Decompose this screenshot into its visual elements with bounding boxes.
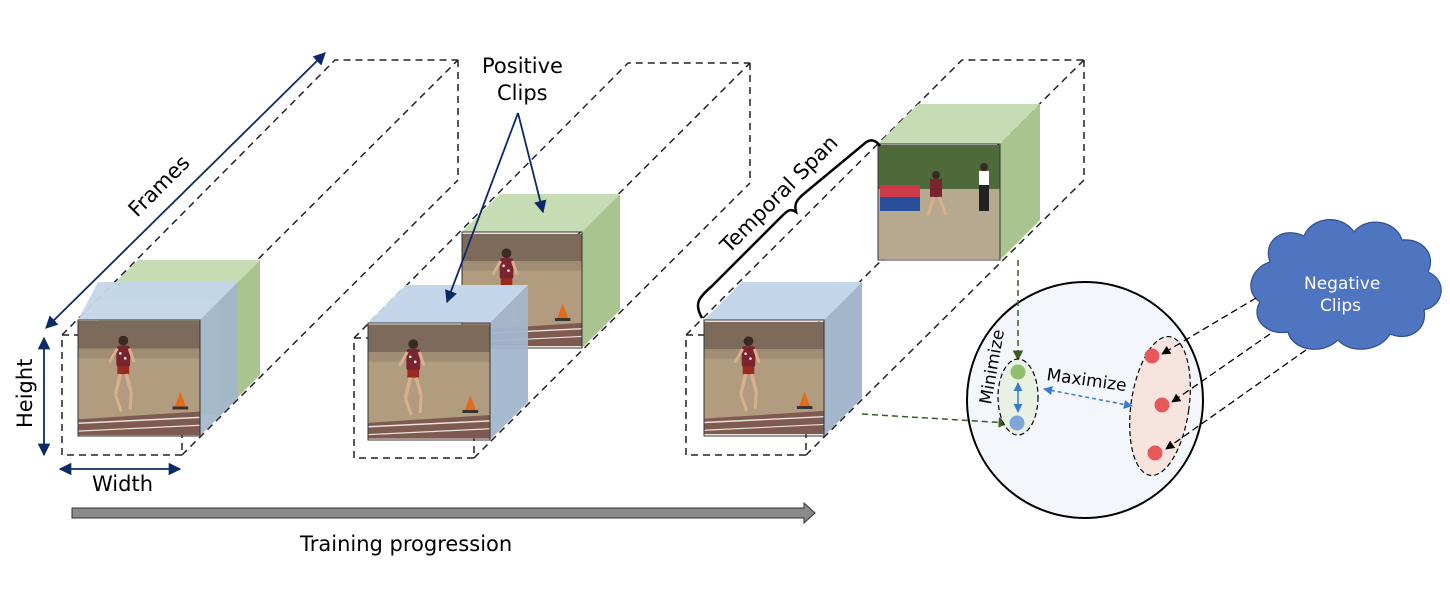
positive-clip-cube-far (877, 104, 1040, 261)
negative-projection-arrow-1 (1161, 297, 1257, 355)
negative-clips-label-line2: Clips (1320, 296, 1361, 316)
clip-frame-thumbnail (368, 324, 490, 438)
clip-frame-thumbnail (878, 145, 1000, 259)
negative-point-2 (1154, 397, 1170, 413)
clip-volume-2 (353, 62, 751, 459)
negative-point-3 (1147, 445, 1163, 461)
training-progression-label: Training progression (299, 532, 512, 556)
training-progression-arrow (71, 501, 816, 525)
negative-clips-cloud-icon (1250, 219, 1442, 350)
width-label: Width (92, 472, 153, 496)
positive-clip-pointer-green (517, 112, 547, 214)
frames-axis-arrow (45, 52, 326, 329)
projection-arrow-near-clip (861, 413, 1010, 428)
positive-clips-label-line2: Clips (497, 81, 548, 105)
negative-clips-label-line1: Negative (1304, 274, 1380, 294)
positive-clip-pointer-blue (445, 112, 519, 304)
positive-point-far (1010, 364, 1026, 380)
temporal-span-label: Temporal Span (715, 130, 843, 258)
height-label: Height (13, 359, 37, 428)
negative-point-1 (1144, 348, 1160, 364)
negative-projection-arrow-2 (1171, 333, 1271, 403)
clip-volume-3 (685, 59, 1085, 456)
clip-frame-thumbnail (704, 322, 824, 434)
positive-clip-cube-near (367, 285, 528, 441)
positive-clip-cube-near (77, 282, 238, 437)
clip-frame-thumbnail (78, 321, 200, 435)
positive-clips-label-line1: Positive (482, 54, 563, 78)
frames-label: Frames (124, 151, 195, 222)
temporal-span-brace (696, 139, 882, 319)
negative-projection-arrow-3 (1165, 349, 1307, 450)
positive-clip-cube-near (703, 282, 862, 437)
maximize-distance-arrow (1043, 386, 1133, 409)
positive-point-near (1009, 415, 1025, 431)
